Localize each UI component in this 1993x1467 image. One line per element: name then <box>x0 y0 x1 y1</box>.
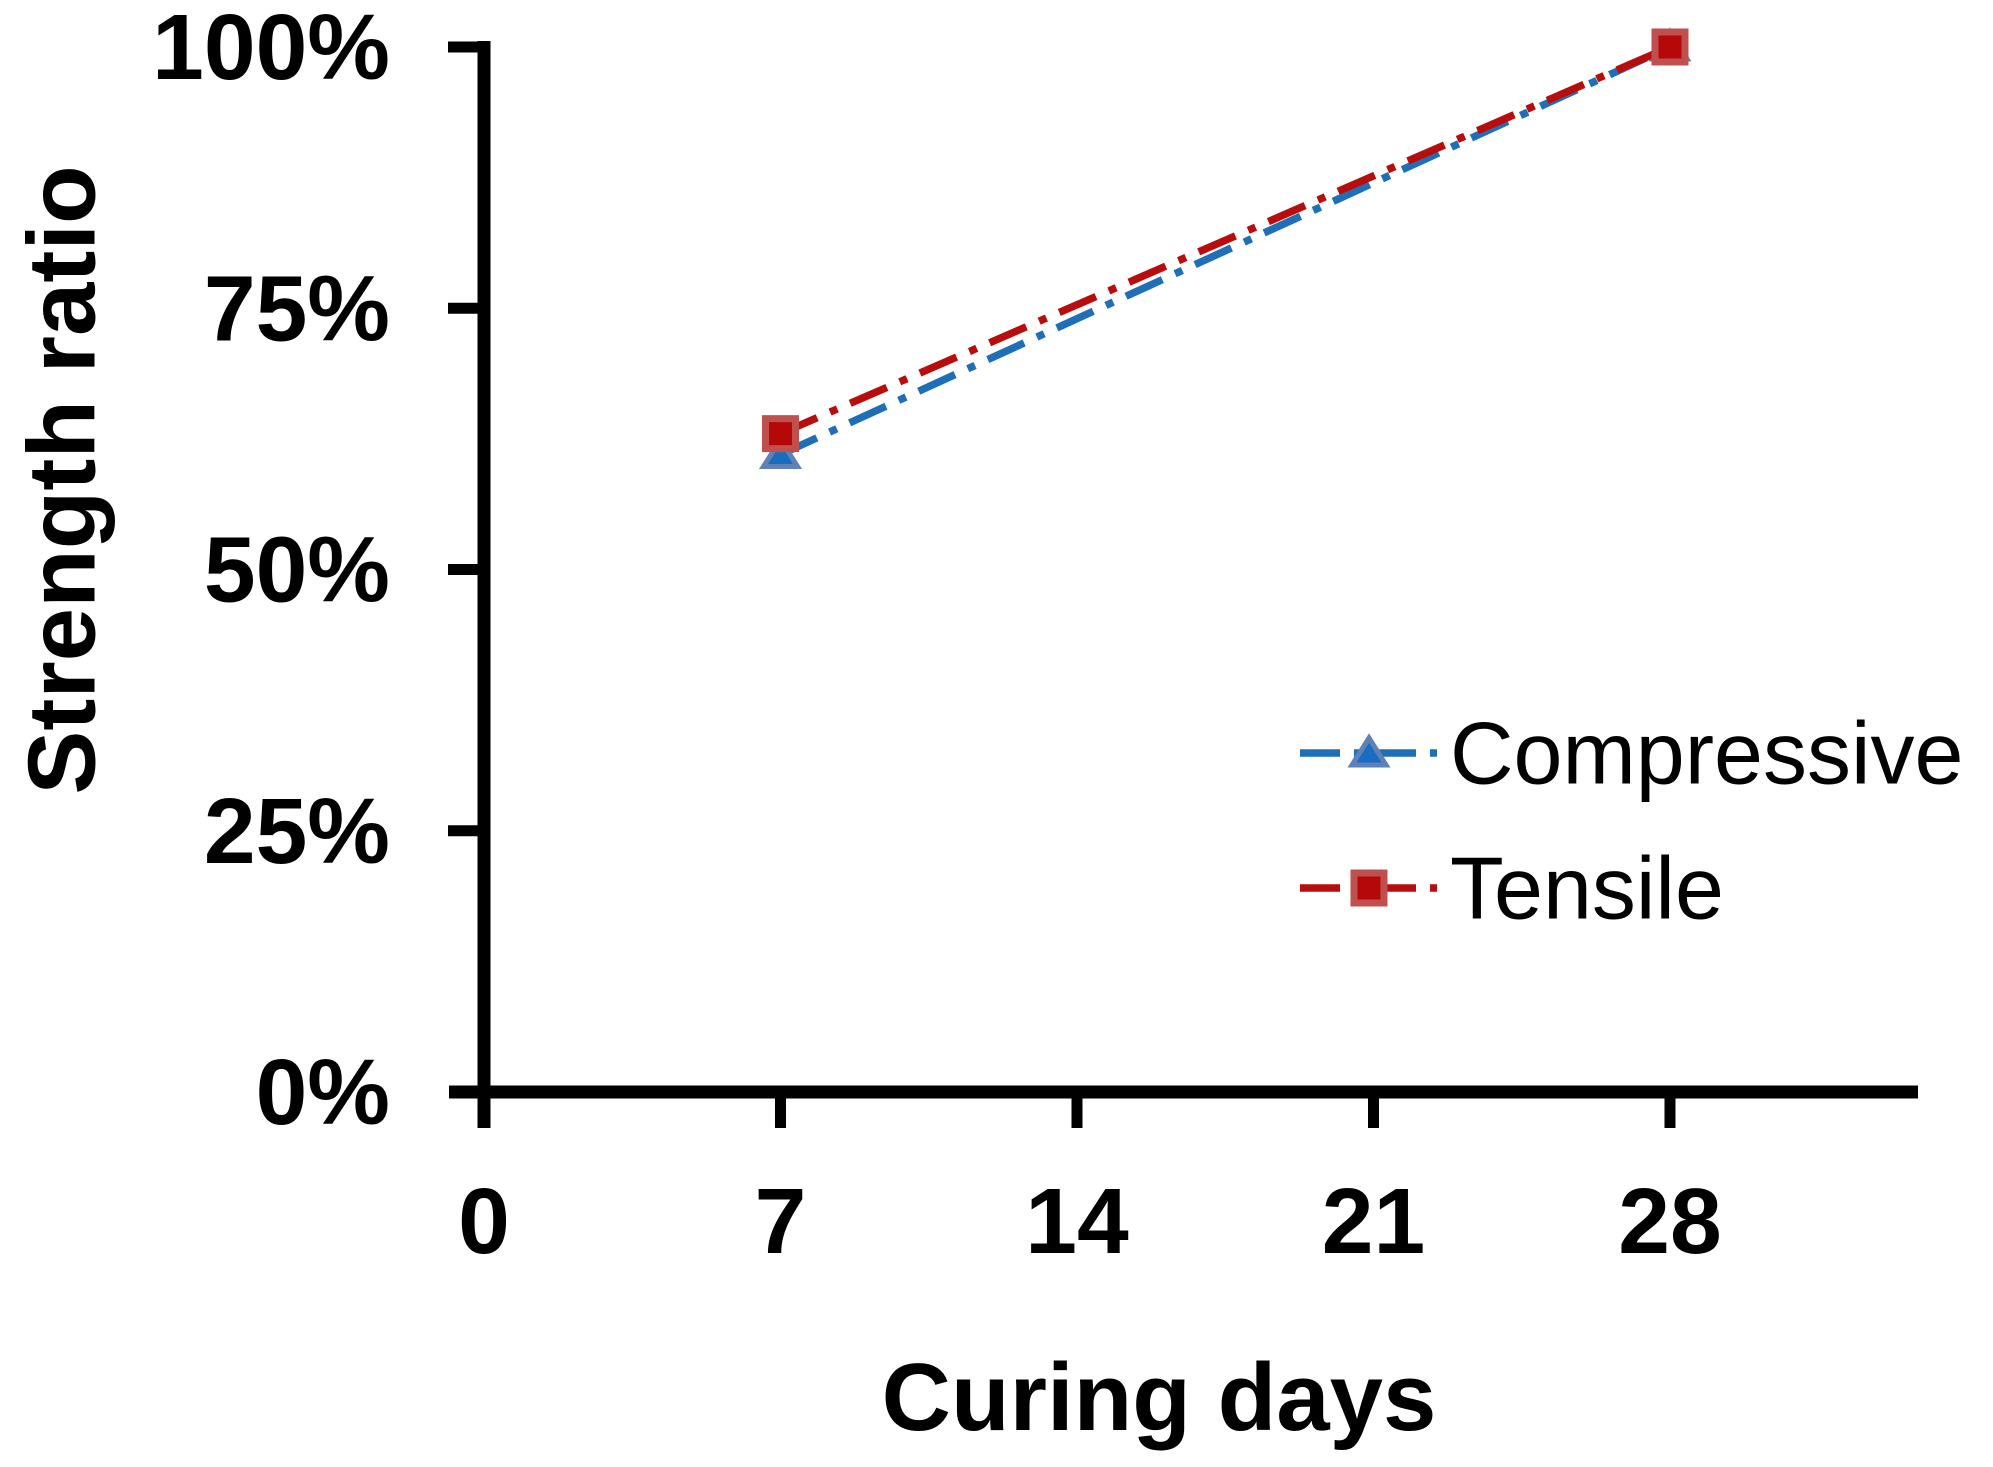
y-ticks: 0% 25% 50% 75% 100% <box>152 0 484 1144</box>
x-tick-label: 14 <box>1025 1169 1129 1273</box>
x-tick-label: 0 <box>458 1169 510 1273</box>
series-line-compressive <box>778 43 1672 458</box>
legend-label-tensile: Tensile <box>1450 839 1724 938</box>
x-tick-label: 7 <box>755 1169 807 1273</box>
y-tick-label: 100% <box>152 0 390 99</box>
legend-markers <box>1300 733 1437 907</box>
data-point-compressive <box>758 434 803 470</box>
x-ticks: 0 7 14 21 28 <box>458 1092 1722 1273</box>
legend-key-marker-compressive <box>1347 733 1391 768</box>
axes-layer <box>449 41 1918 1128</box>
y-tick-label: 25% <box>204 779 390 883</box>
x-axis-title: Curing days <box>882 1344 1437 1451</box>
y-tick-label: 0% <box>256 1040 390 1144</box>
y-tick-label: 50% <box>204 518 390 622</box>
y-tick-label: 75% <box>204 256 390 360</box>
y-axis-title: Strength ratio <box>9 165 116 794</box>
x-tick-label: 28 <box>1618 1169 1721 1273</box>
data-point-tensile <box>1651 28 1689 66</box>
series-layer <box>758 27 1692 470</box>
x-tick-label: 21 <box>1322 1169 1425 1273</box>
legend-label-compressive: Compressive <box>1450 704 1963 803</box>
data-point-tensile <box>761 415 799 453</box>
series-line-tensile <box>779 43 1672 438</box>
legend-key-marker-tensile <box>1350 869 1388 907</box>
